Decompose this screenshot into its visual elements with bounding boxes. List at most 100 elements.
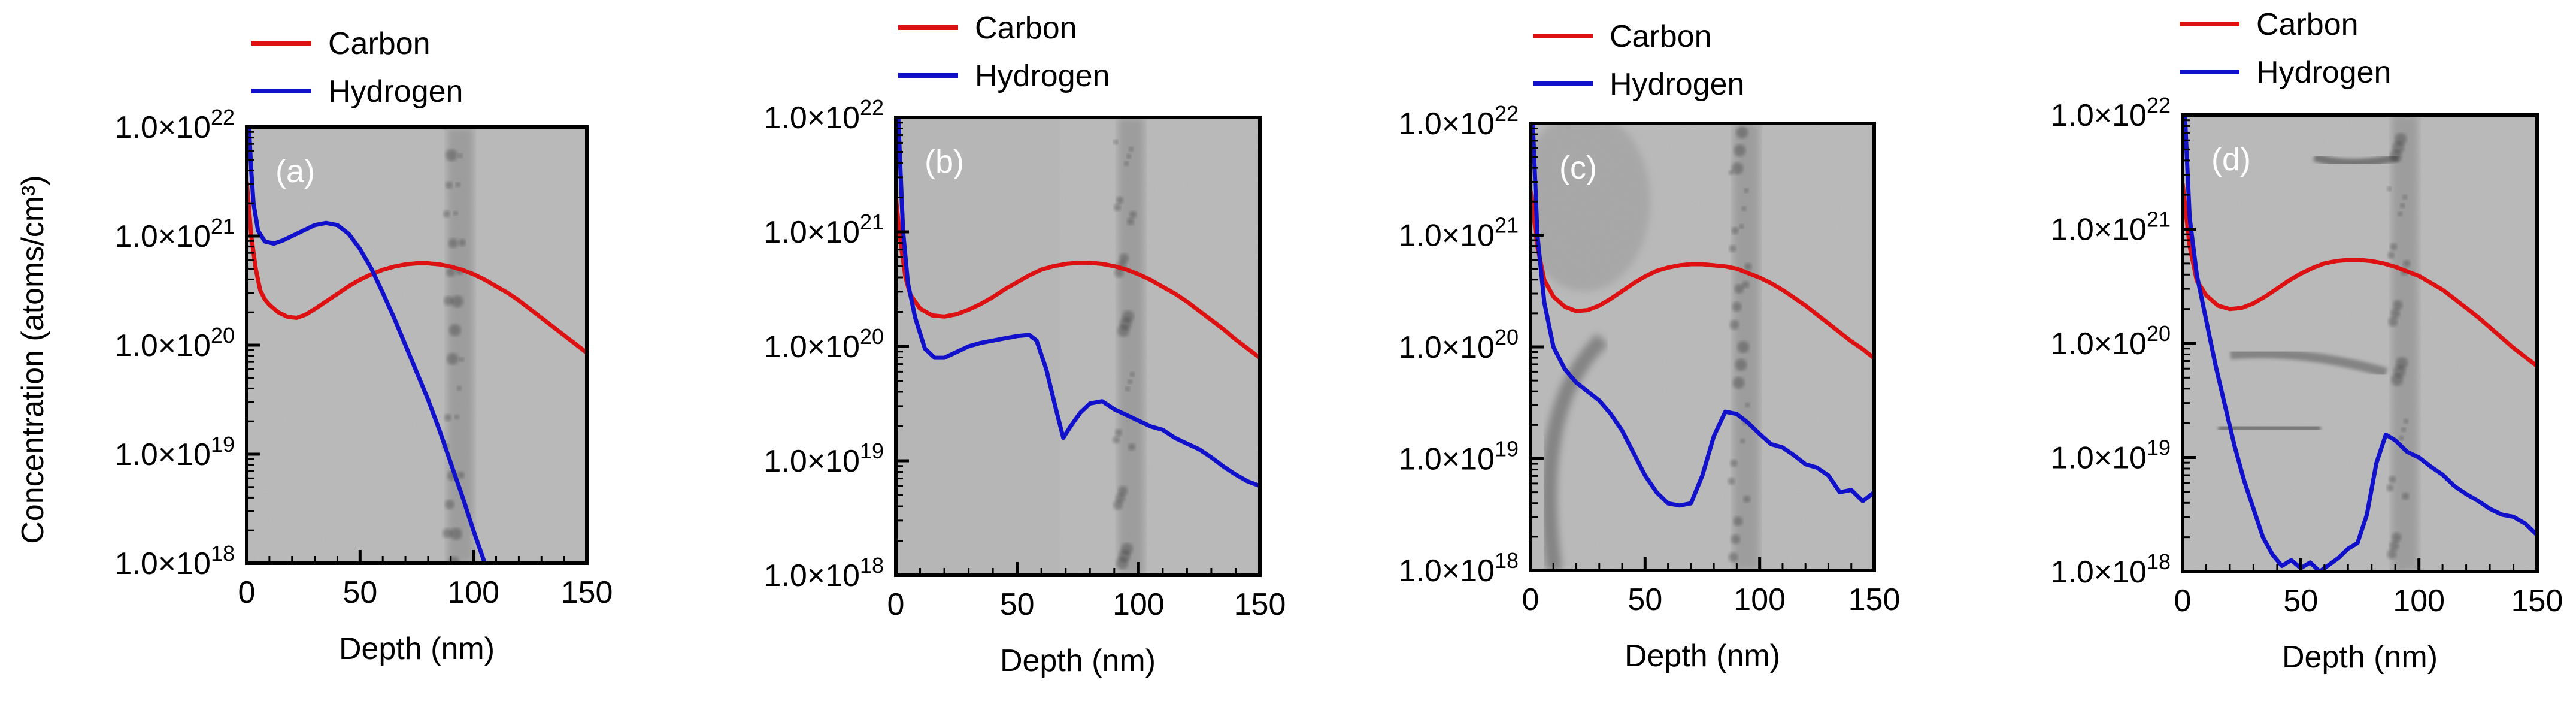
panel-label: (a) bbox=[275, 153, 315, 189]
x-tick-label: 150 bbox=[1234, 587, 1286, 622]
y-tick-exponent: 22 bbox=[1495, 101, 1519, 126]
y-tick-mantissa: 1.0×10 bbox=[763, 330, 860, 364]
y-tick-label: 1.0×1019 bbox=[2050, 436, 2171, 476]
chart-panel-d: 1.0×10221.0×10211.0×10201.0×10191.0×1018… bbox=[2050, 7, 2563, 675]
y-tick-mantissa: 1.0×10 bbox=[114, 437, 211, 472]
y-tick-mantissa: 1.0×10 bbox=[114, 328, 211, 363]
y-tick-label: 1.0×1022 bbox=[2050, 93, 2171, 133]
y-tick-label: 1.0×1018 bbox=[114, 541, 235, 581]
panel-label: (b) bbox=[925, 144, 964, 180]
hydrogen-series-line bbox=[1531, 123, 1874, 508]
y-tick-label: 1.0×1022 bbox=[1398, 101, 1519, 141]
x-tick-label: 50 bbox=[1000, 587, 1035, 622]
legend-label-hydrogen: Hydrogen bbox=[328, 74, 463, 109]
y-tick-mantissa: 1.0×10 bbox=[1398, 554, 1495, 588]
y-tick-mantissa: 1.0×10 bbox=[1398, 330, 1495, 365]
micrograph-background bbox=[2183, 115, 2537, 572]
x-tick-label: 100 bbox=[1113, 587, 1165, 622]
y-tick-label: 1.0×1018 bbox=[763, 553, 884, 593]
legend-label-carbon: Carbon bbox=[328, 26, 431, 61]
y-tick-label: 1.0×1021 bbox=[1398, 213, 1519, 253]
y-tick-mantissa: 1.0×10 bbox=[763, 101, 860, 135]
legend-label-hydrogen: Hydrogen bbox=[2256, 55, 2391, 90]
y-tick-exponent: 19 bbox=[860, 439, 884, 463]
y-tick-label: 1.0×1020 bbox=[763, 324, 884, 364]
y-tick-mantissa: 1.0×10 bbox=[2050, 441, 2147, 476]
y-tick-exponent: 21 bbox=[860, 210, 884, 234]
y-tick-label: 1.0×1021 bbox=[2050, 207, 2171, 247]
chart-panel-c: 1.0×10221.0×10211.0×10201.0×10191.0×1018… bbox=[1398, 19, 1900, 673]
y-tick-exponent: 18 bbox=[1495, 548, 1519, 573]
hydrogen-series-line bbox=[2183, 115, 2537, 572]
x-tick-label: 150 bbox=[1848, 582, 1901, 617]
y-tick-mantissa: 1.0×10 bbox=[763, 558, 860, 593]
legend-label-hydrogen: Hydrogen bbox=[1610, 67, 1744, 102]
x-tick-label: 50 bbox=[343, 575, 377, 610]
y-tick-mantissa: 1.0×10 bbox=[2050, 555, 2147, 590]
y-tick-exponent: 19 bbox=[2147, 436, 2171, 460]
x-tick-label: 150 bbox=[561, 575, 613, 610]
x-axis-title: Depth (nm) bbox=[2282, 640, 2438, 675]
legend: Carbon Hydrogen bbox=[1533, 19, 1744, 102]
y-tick-label: 1.0×1019 bbox=[763, 439, 884, 479]
x-tick-label: 0 bbox=[887, 587, 905, 622]
y-tick-mantissa: 1.0×10 bbox=[1398, 442, 1495, 477]
x-tick-label: 50 bbox=[1628, 582, 1662, 617]
micrograph-background bbox=[247, 127, 587, 563]
x-tick-label: 100 bbox=[2393, 584, 2445, 618]
hydrogen-series-line bbox=[247, 127, 487, 563]
legend-label-hydrogen: Hydrogen bbox=[975, 59, 1110, 93]
legend: Carbon Hydrogen bbox=[898, 11, 1110, 93]
y-tick-mantissa: 1.0×10 bbox=[763, 215, 860, 250]
y-tick-mantissa: 1.0×10 bbox=[114, 110, 211, 145]
y-tick-exponent: 20 bbox=[1495, 325, 1519, 349]
x-tick-label: 50 bbox=[2283, 584, 2318, 618]
y-tick-exponent: 18 bbox=[2147, 549, 2171, 574]
y-tick-label: 1.0×1020 bbox=[114, 323, 235, 363]
carbon-series-line bbox=[1531, 190, 1874, 360]
y-tick-label: 1.0×1018 bbox=[1398, 548, 1519, 588]
hydrogen-series-line bbox=[896, 117, 1260, 488]
y-tick-label: 1.0×1019 bbox=[114, 432, 235, 472]
y-tick-exponent: 19 bbox=[1495, 437, 1519, 461]
x-tick-label: 0 bbox=[1522, 582, 1539, 617]
y-tick-label: 1.0×1021 bbox=[763, 210, 884, 250]
chart-panel-b: 1.0×10221.0×10211.0×10201.0×10191.0×1018… bbox=[763, 11, 1286, 678]
y-tick-label: 1.0×1020 bbox=[1398, 325, 1519, 365]
carbon-series-line bbox=[896, 197, 1260, 359]
y-tick-exponent: 21 bbox=[2147, 207, 2171, 232]
y-tick-exponent: 22 bbox=[860, 95, 884, 120]
y-tick-mantissa: 1.0×10 bbox=[2050, 213, 2147, 247]
y-axis-title: Concentration (atoms/cm³) bbox=[16, 175, 50, 544]
legend: Carbon Hydrogen bbox=[2180, 7, 2391, 90]
x-tick-label: 100 bbox=[1734, 582, 1786, 617]
x-tick-label: 0 bbox=[238, 575, 256, 610]
y-tick-label: 1.0×1022 bbox=[763, 95, 884, 135]
y-tick-mantissa: 1.0×10 bbox=[114, 546, 211, 581]
panel-label: (d) bbox=[2211, 141, 2251, 177]
micrograph-background bbox=[896, 117, 1260, 575]
y-tick-mantissa: 1.0×10 bbox=[2050, 98, 2147, 133]
x-axis-title: Depth (nm) bbox=[339, 632, 495, 666]
y-tick-exponent: 21 bbox=[211, 214, 235, 238]
carbon-series-line bbox=[2183, 183, 2537, 368]
y-tick-exponent: 20 bbox=[2147, 321, 2171, 346]
y-tick-mantissa: 1.0×10 bbox=[2050, 327, 2147, 361]
y-tick-label: 1.0×1019 bbox=[1398, 437, 1519, 477]
x-tick-label: 0 bbox=[2174, 584, 2192, 618]
y-tick-mantissa: 1.0×10 bbox=[114, 219, 211, 254]
chart-panel-a: 1.0×10221.0×10211.0×10201.0×10191.0×1018… bbox=[114, 26, 613, 666]
y-tick-exponent: 20 bbox=[211, 323, 235, 348]
y-tick-exponent: 22 bbox=[2147, 93, 2171, 117]
y-tick-mantissa: 1.0×10 bbox=[763, 444, 860, 479]
y-tick-label: 1.0×1021 bbox=[114, 214, 235, 254]
y-tick-exponent: 18 bbox=[860, 553, 884, 578]
panel-label: (c) bbox=[1559, 150, 1597, 186]
x-axis-title: Depth (nm) bbox=[1625, 639, 1780, 673]
y-tick-label: 1.0×1018 bbox=[2050, 549, 2171, 590]
y-tick-label: 1.0×1020 bbox=[2050, 321, 2171, 361]
y-tick-mantissa: 1.0×10 bbox=[1398, 219, 1495, 253]
micrograph-background bbox=[1531, 123, 1874, 570]
x-tick-label: 150 bbox=[2511, 584, 2563, 618]
